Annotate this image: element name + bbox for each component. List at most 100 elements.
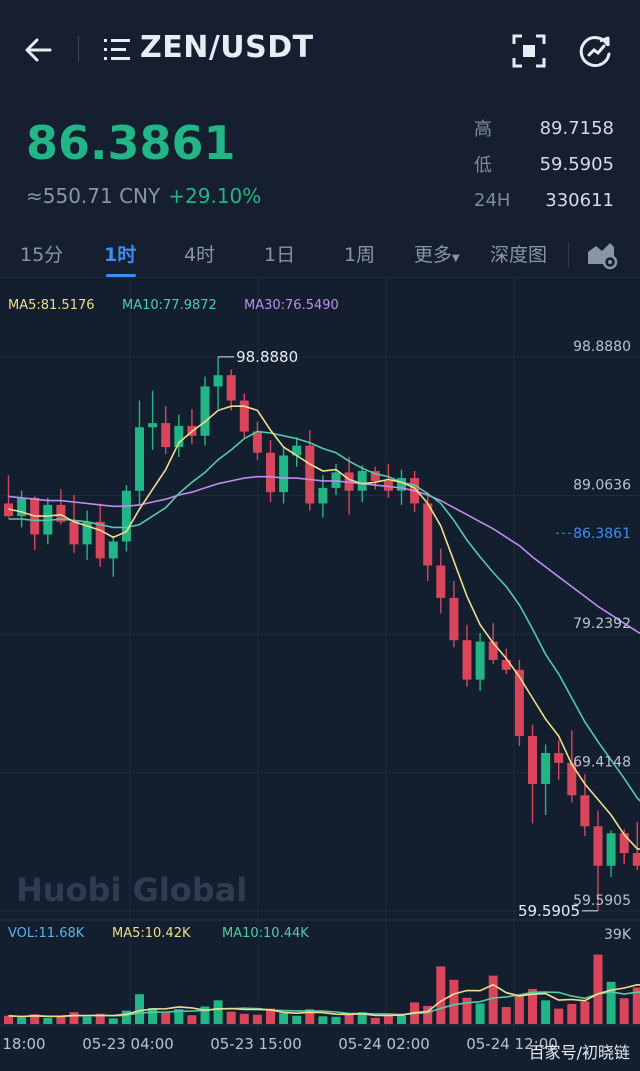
vol-legend: VOL:11.68K — [8, 926, 85, 941]
arrow-left-icon[interactable] — [22, 32, 58, 68]
volume-bar — [305, 1009, 315, 1024]
ticker-stats: 高 89.7158 低 59.5905 24H 330611 — [474, 110, 614, 218]
triangle-down-icon: ▼ — [452, 253, 460, 264]
tab-more-label: 更多 — [414, 244, 453, 266]
volume-bar — [357, 1012, 367, 1024]
list-menu-icon[interactable] — [102, 36, 132, 64]
candle-body — [17, 497, 27, 517]
candle-body — [370, 471, 380, 481]
candle-body — [619, 833, 629, 854]
volume-bar — [43, 1017, 53, 1024]
volume-bar — [567, 1003, 577, 1024]
tab-1w[interactable]: 1周 — [344, 244, 376, 266]
candle-body — [528, 736, 537, 784]
ticker-summary: 86.3861 ≈550.71 CNY +29.10% 高 89.7158 低 5… — [0, 100, 640, 230]
kline-chart-svg[interactable]: Huobi Global 98.8880 89.0636 79.2392 69.4148… — [0, 279, 640, 1059]
candle-body — [82, 521, 92, 545]
volume-bar — [318, 1016, 328, 1024]
candle-body — [56, 504, 66, 522]
volume-bar — [266, 1008, 275, 1024]
tab-depth[interactable]: 深度图 — [490, 244, 548, 266]
candle-body — [423, 503, 433, 566]
volume-bar — [370, 1017, 380, 1024]
volume-bar — [17, 1017, 27, 1024]
volume-bar — [239, 1013, 249, 1024]
last-price: 86.3861 — [26, 116, 236, 170]
x-tick-label: 05-23 15:00 — [210, 1035, 302, 1053]
ma30-legend: MA30:76.5490 — [244, 298, 339, 313]
tab-more[interactable]: 更多▼ — [414, 240, 460, 267]
volume-bar — [593, 954, 603, 1024]
volume-bar — [462, 997, 472, 1024]
stat-volume: 24H 330611 — [474, 182, 614, 218]
volume-bar — [436, 966, 446, 1024]
volume-bar — [135, 994, 144, 1024]
pair-title[interactable]: ZEN/USDT — [140, 30, 314, 65]
candle-body — [567, 762, 577, 796]
candle-body — [580, 795, 590, 827]
volume-bar — [423, 1006, 433, 1024]
stat-volume-label: 24H — [474, 189, 511, 211]
candle-body — [632, 853, 640, 866]
stat-high-label: 高 — [474, 119, 492, 140]
x-tick-label: 05-24 02:00 — [338, 1035, 430, 1053]
volume-bar — [580, 1001, 590, 1024]
candle-body — [226, 375, 236, 401]
max-price-marker: 98.8880 — [236, 348, 298, 366]
volume-bar — [554, 1008, 564, 1024]
tab-1h[interactable]: 1时 — [104, 244, 137, 266]
candle-body — [69, 521, 79, 545]
x-tick-label: 18:00 — [2, 1035, 45, 1053]
candle-body — [436, 565, 446, 598]
tab-4h[interactable]: 4时 — [184, 244, 216, 266]
scan-icon[interactable] — [510, 32, 548, 70]
cny-price-line: ≈550.71 CNY +29.10% — [26, 184, 261, 208]
candle-body — [239, 400, 249, 432]
volume-bar — [292, 1015, 302, 1024]
volume-bar — [95, 1013, 105, 1024]
candle-body — [148, 423, 158, 428]
candle-body — [514, 669, 524, 737]
candle-body — [554, 752, 564, 763]
y-tick-label: 79.2392 — [573, 616, 631, 632]
kline-chart[interactable]: Huobi Global 98.8880 89.0636 79.2392 69.4148… — [0, 279, 640, 1059]
candle-body — [593, 826, 603, 866]
y-tick-label: 59.5905 — [573, 893, 631, 909]
volume-bar — [606, 981, 616, 1024]
ma5-line — [8, 405, 640, 850]
volume-bar — [121, 1010, 131, 1024]
volume-bar — [108, 1018, 118, 1024]
candle-body — [266, 452, 275, 493]
refresh-icon[interactable] — [576, 32, 614, 70]
min-price-marker: 59.5905 — [518, 902, 580, 920]
volume-bar — [383, 1015, 393, 1024]
chart-settings-icon[interactable] — [586, 238, 618, 270]
stat-low: 低 59.5905 — [474, 146, 614, 182]
stat-low-label: 低 — [474, 155, 492, 176]
ma30-line — [8, 475, 640, 635]
candle-body — [501, 659, 511, 670]
cny-value: ≈550.71 CNY — [26, 184, 161, 208]
ma5-legend: MA5:81.5176 — [8, 298, 95, 313]
volume-bar — [252, 1014, 262, 1024]
tab-1d[interactable]: 1日 — [264, 244, 296, 266]
tab-15m[interactable]: 15分 — [20, 244, 64, 266]
volume-bar — [69, 1012, 79, 1024]
header-divider — [78, 36, 79, 62]
volume-bar — [488, 975, 498, 1024]
volume-bar — [213, 1000, 223, 1024]
candle-body — [279, 455, 289, 493]
candle-body — [541, 752, 551, 784]
top-bar: ZEN/USDT — [0, 0, 640, 100]
volume-bar — [619, 998, 629, 1024]
candle-body — [108, 541, 118, 559]
candle-body — [135, 427, 144, 491]
active-tab-indicator — [106, 274, 136, 277]
stat-high: 高 89.7158 — [474, 110, 614, 146]
volume-bar — [56, 1016, 66, 1024]
candle-body — [488, 641, 498, 660]
candle-body — [161, 423, 171, 448]
candle-body — [462, 640, 472, 680]
vol-ma5-line — [8, 983, 640, 1018]
vol-axis-max: 39K — [604, 927, 632, 943]
